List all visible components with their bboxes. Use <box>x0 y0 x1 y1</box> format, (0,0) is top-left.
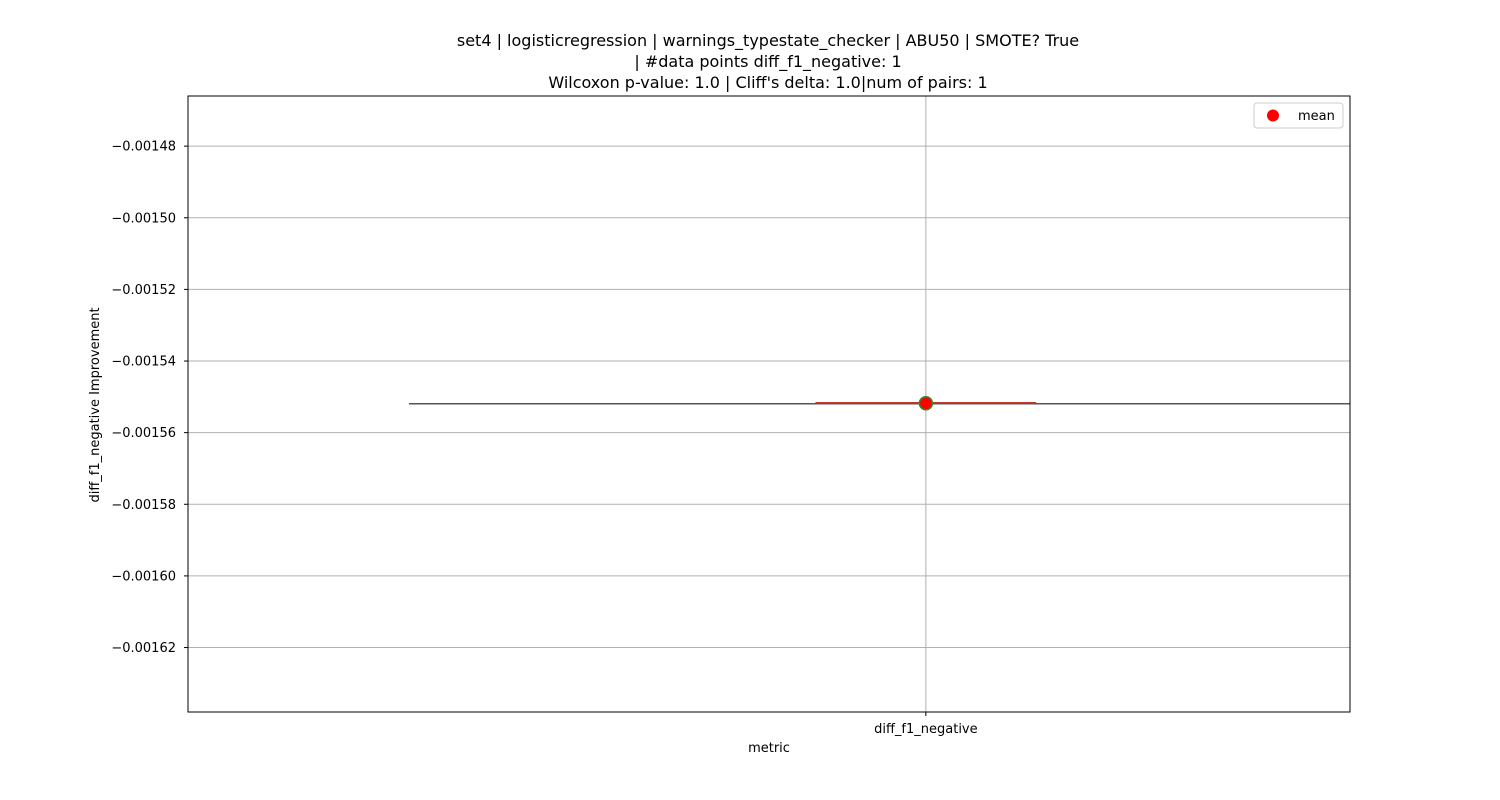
y-tick-label: −0.00160 <box>111 569 176 584</box>
legend-mean-marker <box>1267 109 1279 122</box>
plot-area-frame <box>187 95 1351 713</box>
y-tick-label: −0.00150 <box>111 211 176 226</box>
x-axis-ticks: diff_f1_negative <box>874 712 978 737</box>
chart-title-line-3: Wilcoxon p-value: 1.0 | Cliff's delta: 1… <box>548 73 987 92</box>
legend-box <box>1253 102 1344 129</box>
mean-point <box>918 396 934 411</box>
legend: mean <box>1253 102 1344 129</box>
plot-data <box>409 396 1350 411</box>
y-tick-label: −0.00158 <box>111 498 176 513</box>
y-tick-label: −0.00156 <box>111 426 176 441</box>
x-tick-label: diff_f1_negative <box>874 722 978 737</box>
x-axis-label: metric <box>748 741 790 756</box>
grid-lines <box>188 96 1350 712</box>
y-tick-label: −0.00152 <box>111 283 176 298</box>
chart-title-line-1: set4 | logisticregression | warnings_typ… <box>457 31 1079 51</box>
legend-mean-label: mean <box>1298 109 1335 124</box>
chart-title-line-2: | #data points diff_f1_negative: 1 <box>634 52 901 72</box>
y-axis-label: diff_f1_negative Improvement <box>88 307 103 502</box>
y-tick-label: −0.00148 <box>111 140 176 155</box>
y-axis-ticks: −0.00148 −0.00150 −0.00152 −0.00154 −0.00156… <box>111 140 188 656</box>
y-tick-label: −0.00162 <box>111 641 176 656</box>
y-tick-label: −0.00154 <box>111 355 176 370</box>
